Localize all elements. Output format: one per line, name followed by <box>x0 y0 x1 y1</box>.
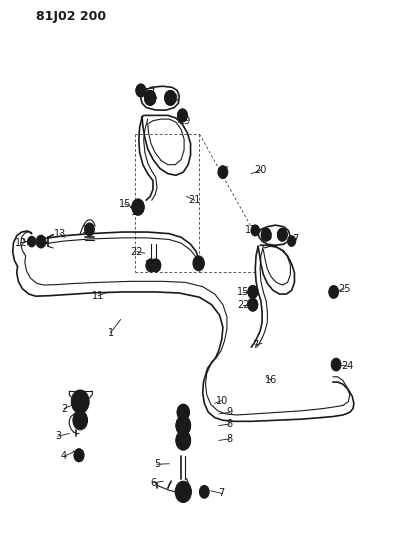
Circle shape <box>71 390 89 414</box>
Text: 8: 8 <box>227 419 233 429</box>
Circle shape <box>177 109 187 122</box>
Text: 2: 2 <box>61 403 67 414</box>
Text: 7: 7 <box>219 488 225 498</box>
Circle shape <box>175 481 191 503</box>
Text: 7: 7 <box>252 340 258 350</box>
Circle shape <box>148 95 153 101</box>
Text: 11: 11 <box>92 290 105 301</box>
Text: 19: 19 <box>179 116 191 126</box>
Text: 14: 14 <box>82 225 94 236</box>
Circle shape <box>251 225 259 236</box>
Circle shape <box>331 358 341 371</box>
Circle shape <box>28 236 36 247</box>
Text: 9: 9 <box>227 407 233 417</box>
Text: 17: 17 <box>245 225 257 236</box>
Circle shape <box>165 91 176 106</box>
Circle shape <box>75 395 85 408</box>
Circle shape <box>180 421 186 430</box>
Text: 8: 8 <box>227 434 233 444</box>
Circle shape <box>218 166 228 179</box>
Text: 17: 17 <box>144 87 156 98</box>
Circle shape <box>261 228 271 241</box>
Circle shape <box>248 298 258 311</box>
Circle shape <box>329 286 339 298</box>
Circle shape <box>136 84 146 97</box>
Text: 10: 10 <box>216 395 228 406</box>
Text: 6: 6 <box>150 478 156 488</box>
Circle shape <box>36 235 46 248</box>
Circle shape <box>139 88 143 93</box>
Circle shape <box>77 416 84 425</box>
Text: 21: 21 <box>188 195 201 205</box>
Text: 12: 12 <box>15 238 27 248</box>
Circle shape <box>39 239 43 244</box>
Circle shape <box>288 236 295 246</box>
Circle shape <box>176 431 190 450</box>
Text: 5: 5 <box>154 459 160 469</box>
Circle shape <box>181 409 186 416</box>
Circle shape <box>248 286 258 298</box>
Text: 20: 20 <box>255 165 267 175</box>
Circle shape <box>177 405 189 420</box>
Text: 81J02 200: 81J02 200 <box>36 10 106 23</box>
Text: 22: 22 <box>131 247 143 257</box>
Text: 24: 24 <box>341 361 353 371</box>
Circle shape <box>254 228 257 232</box>
Text: 22: 22 <box>237 300 249 310</box>
Circle shape <box>144 91 156 106</box>
Text: 18: 18 <box>167 94 179 104</box>
Circle shape <box>193 256 204 271</box>
Text: 1: 1 <box>107 328 114 338</box>
Circle shape <box>149 263 153 268</box>
Circle shape <box>132 199 144 215</box>
Circle shape <box>77 453 81 458</box>
Circle shape <box>176 416 190 435</box>
Text: 15: 15 <box>237 287 249 297</box>
Circle shape <box>251 289 255 295</box>
Circle shape <box>280 232 284 237</box>
Text: 18: 18 <box>261 232 274 243</box>
Text: 23: 23 <box>144 261 156 270</box>
Circle shape <box>74 449 84 462</box>
Circle shape <box>179 487 187 497</box>
Text: 13: 13 <box>54 229 66 239</box>
Text: 3: 3 <box>55 431 61 441</box>
Circle shape <box>180 113 184 118</box>
Circle shape <box>168 95 173 101</box>
Circle shape <box>264 232 268 237</box>
Text: 25: 25 <box>338 284 350 294</box>
Circle shape <box>151 259 161 272</box>
Circle shape <box>251 302 255 308</box>
Circle shape <box>85 223 94 236</box>
Text: 4: 4 <box>61 451 67 462</box>
Text: 16: 16 <box>131 207 143 217</box>
Text: 7: 7 <box>293 234 299 244</box>
Circle shape <box>146 259 156 272</box>
Circle shape <box>202 489 206 495</box>
Circle shape <box>199 486 209 498</box>
Text: 16: 16 <box>265 375 278 385</box>
Text: 15: 15 <box>118 199 131 209</box>
Circle shape <box>180 436 186 445</box>
Circle shape <box>154 263 158 268</box>
Circle shape <box>73 411 88 430</box>
Circle shape <box>135 204 141 211</box>
Circle shape <box>278 228 287 241</box>
